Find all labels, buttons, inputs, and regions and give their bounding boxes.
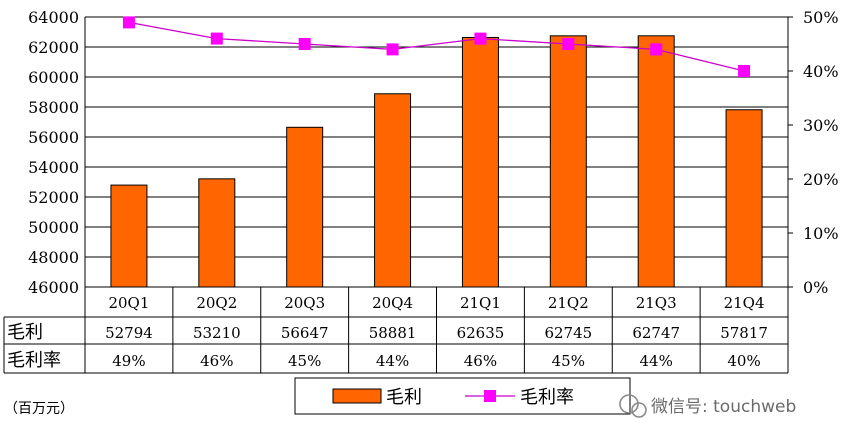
legend-label: 毛利 <box>386 387 422 408</box>
line-marker <box>298 38 311 50</box>
data-table: 20Q1 20Q2 20Q3 20Q4 21Q1 21Q2 21Q3 21Q4 毛利 52794 5… <box>3 287 789 374</box>
data-label: 49% <box>112 352 145 370</box>
x-tick-label: 20Q1 <box>108 294 149 312</box>
legend-swatch-bar <box>332 388 382 404</box>
y-left-tick-label: 54000 <box>28 158 79 177</box>
line-marker <box>474 32 487 45</box>
data-label: 62745 <box>544 324 592 342</box>
bar <box>637 35 675 288</box>
bar <box>198 178 236 288</box>
y-left-tick-label: 50000 <box>28 218 79 237</box>
watermark: 微信号: touchweb <box>619 394 796 418</box>
y-right-tick-label: 40% <box>803 62 839 81</box>
bar <box>286 126 324 288</box>
bar <box>725 109 763 288</box>
y-left-tick-label: 58000 <box>28 98 79 117</box>
x-tick-label: 21Q1 <box>460 294 501 312</box>
line-marker <box>386 43 399 56</box>
data-label: 46% <box>200 352 233 370</box>
y-right-tick-label: 50% <box>803 8 839 27</box>
wechat-icon <box>619 394 647 418</box>
y-left-tick-label: 46000 <box>28 278 79 297</box>
line-marker <box>562 38 575 50</box>
data-label: 56647 <box>281 324 329 342</box>
legend-label: 毛利率 <box>520 387 574 408</box>
y-axis-right: 0% 10% 20% 30% 40% 50% <box>803 8 839 297</box>
y-right-tick-label: 10% <box>803 224 839 243</box>
data-label: 45% <box>288 352 321 370</box>
line-marker <box>210 32 223 45</box>
data-label: 44% <box>640 352 673 370</box>
x-tick-label: 21Q2 <box>548 294 589 312</box>
x-tick-label: 20Q4 <box>372 294 413 312</box>
data-label: 62635 <box>457 324 505 342</box>
x-tick-label: 21Q3 <box>636 294 677 312</box>
data-label: 44% <box>376 352 409 370</box>
data-label: 52794 <box>105 324 153 342</box>
unit-note: （百万元） <box>4 401 74 417</box>
line-marker <box>738 65 751 77</box>
plot-gridlines <box>85 16 788 288</box>
y-right-tick-label: 0% <box>803 278 828 297</box>
data-label: 46% <box>464 352 497 370</box>
table-row-label: 毛利率 <box>7 350 61 371</box>
line-marker <box>122 16 135 29</box>
data-label: 53210 <box>193 324 241 342</box>
y-left-tick-label: 52000 <box>28 188 79 207</box>
x-tick-label: 20Q2 <box>196 294 237 312</box>
bar <box>461 36 499 288</box>
x-tick-label: 21Q4 <box>724 294 765 312</box>
y-left-tick-label: 60000 <box>28 68 79 87</box>
line-path <box>128 21 745 72</box>
bar <box>110 184 148 288</box>
legend: 毛利 毛利率 <box>294 377 631 415</box>
data-label: 62747 <box>632 324 680 342</box>
y-left-tick-label: 64000 <box>28 8 79 27</box>
y-axis-left: 46000 48000 50000 52000 54000 56000 58000 60000… <box>28 8 79 297</box>
plot-axes <box>84 16 793 288</box>
watermark-text: 微信号: touchweb <box>651 397 796 417</box>
bar-series <box>110 35 763 288</box>
y-right-tick-label: 20% <box>803 170 839 189</box>
bar <box>374 93 412 288</box>
line-marker <box>650 43 663 56</box>
table-row-label: 毛利 <box>7 322 43 343</box>
bar <box>549 35 587 288</box>
y-left-tick-label: 48000 <box>28 248 79 267</box>
data-label: 58881 <box>369 324 417 342</box>
data-label: 45% <box>552 352 585 370</box>
line-series <box>122 16 751 77</box>
x-tick-label: 20Q3 <box>284 294 325 312</box>
data-label: 40% <box>727 352 760 370</box>
y-right-tick-label: 30% <box>803 116 839 135</box>
data-label: 57817 <box>720 324 768 342</box>
legend-swatch-marker <box>484 390 496 402</box>
y-left-tick-label: 56000 <box>28 128 79 147</box>
y-left-tick-label: 62000 <box>28 38 79 57</box>
